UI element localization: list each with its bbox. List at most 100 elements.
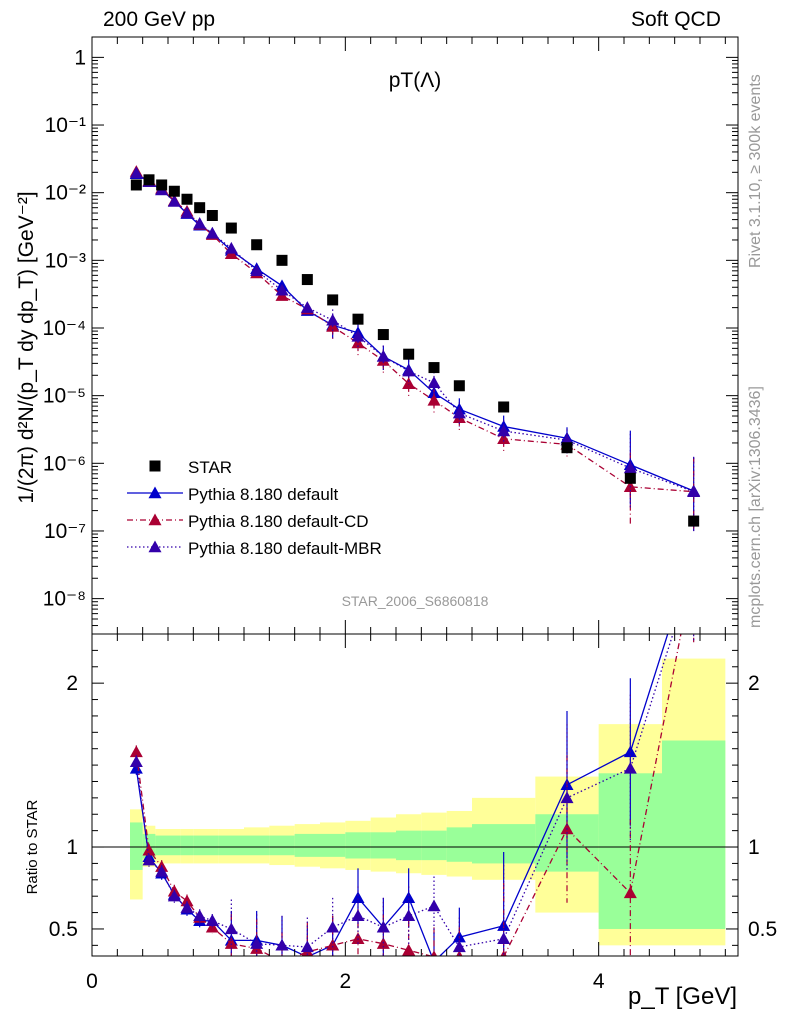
ratio-point xyxy=(623,886,637,899)
ratio-point xyxy=(224,937,238,949)
series-point xyxy=(275,283,289,296)
ratio-point xyxy=(193,909,207,922)
ratio-point xyxy=(326,920,340,933)
ratio-point xyxy=(687,546,700,558)
ratio-point xyxy=(142,853,156,866)
ratio-frame xyxy=(91,633,739,957)
series-line-0 xyxy=(135,173,694,492)
series-point xyxy=(497,424,511,437)
y-tick-label: 1 xyxy=(74,46,86,69)
star-data-point xyxy=(156,179,168,191)
star-data-point xyxy=(428,362,440,374)
band-inner-bin xyxy=(193,835,206,856)
ratio-y-tick-label-right: 1 xyxy=(748,836,760,859)
y-tick-label: 10⁻⁷ xyxy=(44,520,86,543)
series-point xyxy=(376,349,390,362)
ratio-point xyxy=(326,938,340,951)
ratio-point xyxy=(281,955,283,956)
star-data-point xyxy=(403,348,415,360)
ratio-y-tick-label-left: 1 xyxy=(66,836,78,859)
y-tick-label: 10⁻⁶ xyxy=(43,452,86,475)
legend-label: STAR xyxy=(188,458,232,477)
star-data-point xyxy=(377,329,389,341)
ratio-y-tick-label-right: 0.5 xyxy=(748,918,777,941)
ratio-point xyxy=(129,745,143,758)
star-data-point xyxy=(352,313,364,325)
y-tick-label: 10⁻⁸ xyxy=(43,588,86,611)
ratio-point xyxy=(155,865,169,877)
y-tick-label: 10⁻³ xyxy=(45,249,86,272)
series-point xyxy=(402,364,416,377)
ratio-point xyxy=(623,761,637,774)
ratio-point xyxy=(275,938,289,951)
ratio-point xyxy=(430,950,438,956)
series-point xyxy=(623,461,637,474)
ratio-y-tick-label-right: 2 xyxy=(748,672,760,695)
x-tick-label: 4 xyxy=(593,970,605,993)
ratio-point xyxy=(427,899,441,912)
ratio-point xyxy=(250,937,264,949)
series-point xyxy=(167,195,181,207)
band-inner-bin xyxy=(446,827,472,862)
band-inner-bin xyxy=(294,833,320,857)
main-series xyxy=(129,165,701,532)
y-tick-label: 10⁻⁴ xyxy=(43,317,86,340)
legend: STAR Pythia 8.180 default Pythia 8.180 def… xyxy=(127,458,382,558)
legend-marker xyxy=(148,540,162,553)
star-data-point xyxy=(181,193,193,205)
legend-marker xyxy=(148,513,162,526)
ratio-point xyxy=(687,562,700,574)
legend-marker xyxy=(149,460,161,472)
x-tick-label: 0 xyxy=(86,970,98,993)
star-data-point xyxy=(251,239,263,251)
axis-labels: 10⁻⁸ 10⁻⁷ 10⁻⁶ 10⁻⁵ 10⁻⁴ 10⁻³ 10⁻² 10⁻¹ 1 0 2 4 0.5 0… xyxy=(15,46,777,1010)
ratio-y-tick-label-left: 2 xyxy=(66,672,78,695)
legend-label: Pythia 8.180 default-MBR xyxy=(188,539,382,558)
ratio-point xyxy=(402,943,416,956)
y-tick-label: 10⁻¹ xyxy=(45,114,86,137)
ratio-point xyxy=(351,932,365,944)
ratio-point xyxy=(224,922,238,935)
band-inner-bin xyxy=(662,740,726,929)
ratio-point xyxy=(376,920,390,933)
series-line-2 xyxy=(135,172,694,493)
ratio-point xyxy=(142,843,156,856)
series-point xyxy=(351,329,365,342)
x-axis-label: p_T [GeV] xyxy=(628,983,737,1010)
star-data-point xyxy=(624,472,636,484)
band-inner-bin xyxy=(269,835,295,856)
series-point xyxy=(497,432,511,445)
series-point xyxy=(129,166,143,179)
star-data-point xyxy=(206,209,218,221)
band-inner-bin xyxy=(218,835,244,856)
band-inner-bin xyxy=(320,833,346,857)
ratio-point xyxy=(167,889,181,902)
series-point xyxy=(193,217,207,229)
ratio-point xyxy=(497,932,511,944)
ratio-series xyxy=(92,546,738,956)
series-point xyxy=(224,241,238,254)
series-point xyxy=(250,264,264,277)
band-inner-bin xyxy=(345,832,371,859)
ratio-point xyxy=(180,901,194,913)
band-inner-bin xyxy=(180,835,194,856)
band-inner-bin xyxy=(155,835,168,856)
ratio-point xyxy=(180,894,194,907)
ratio-point xyxy=(205,914,219,926)
band-inner-bin xyxy=(168,835,181,856)
star-data-point xyxy=(194,202,206,214)
side-label-mcplots: mcplots.cern.ch [arXiv:1306.3436] xyxy=(747,386,764,628)
ratio-point xyxy=(129,755,143,768)
watermark: STAR_2006_S6860818 xyxy=(342,593,489,609)
series-point xyxy=(687,485,701,497)
plot-title: pT(Λ) xyxy=(389,69,442,92)
y-tick-label: 10⁻⁵ xyxy=(43,385,86,408)
star-data-point xyxy=(327,294,339,306)
star-data-point xyxy=(453,380,465,392)
star-data-point xyxy=(561,442,573,454)
header-right: Soft QCD xyxy=(631,8,721,31)
series-point xyxy=(402,377,416,389)
star-data-point xyxy=(301,274,313,286)
series-point xyxy=(180,206,194,219)
band-inner-bin xyxy=(244,835,270,856)
